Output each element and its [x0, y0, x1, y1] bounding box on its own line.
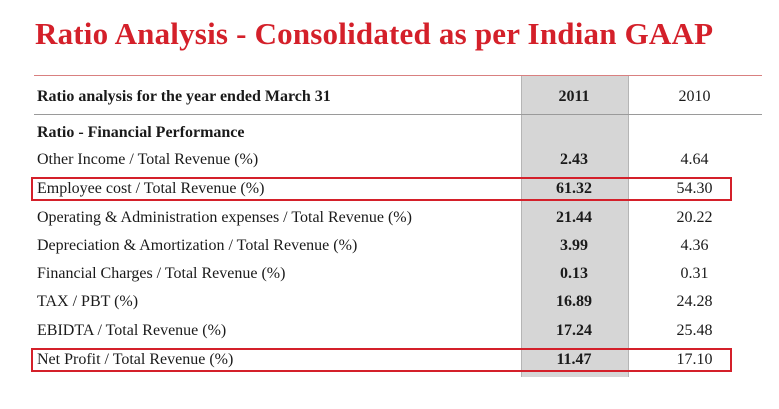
table-row: Net Profit / Total Revenue (%) 11.47 17.… — [34, 347, 762, 373]
table-header-row: Ratio analysis for the year ended March … — [34, 84, 762, 110]
value-2010: 20.22 — [676, 209, 713, 226]
value-2010: 17.10 — [676, 351, 713, 368]
ratio-label: Financial Charges / Total Revenue (%) — [37, 265, 286, 282]
table-row: Financial Charges / Total Revenue (%) 0.… — [34, 261, 762, 287]
ratio-label: Operating & Administration expenses / To… — [37, 209, 412, 226]
value-2010: 25.48 — [676, 322, 713, 339]
section-heading: Ratio - Financial Performance — [37, 124, 245, 141]
table-row: EBIDTA / Total Revenue (%) 17.24 25.48 — [34, 318, 762, 344]
value-2011: 17.24 — [556, 322, 592, 339]
table-row: TAX / PBT (%) 16.89 24.28 — [34, 289, 762, 315]
table-row: Depreciation & Amortization / Total Reve… — [34, 233, 762, 259]
year-2011-column-shade — [521, 76, 629, 377]
ratio-label: EBIDTA / Total Revenue (%) — [37, 322, 227, 339]
value-2010: 0.31 — [680, 265, 709, 282]
value-2010: 54.30 — [676, 180, 713, 197]
value-2010: 24.28 — [676, 293, 713, 310]
title-divider — [34, 75, 762, 76]
ratio-label: TAX / PBT (%) — [37, 293, 139, 310]
ratio-label: Employee cost / Total Revenue (%) — [37, 180, 265, 197]
table-row: Employee cost / Total Revenue (%) 61.32 … — [34, 176, 762, 202]
table-row: Operating & Administration expenses / To… — [34, 205, 762, 231]
employee-cost-highlight-box — [31, 177, 732, 201]
value-2011: 16.89 — [556, 293, 592, 310]
value-2010: 4.64 — [680, 151, 709, 168]
section-heading-row: Ratio - Financial Performance — [34, 120, 762, 146]
page-title: Ratio Analysis - Consolidated as per Ind… — [35, 16, 714, 51]
value-2011: 11.47 — [556, 351, 592, 368]
value-2011: 3.99 — [560, 237, 588, 254]
value-2011: 61.32 — [556, 180, 592, 197]
value-2010: 4.36 — [680, 237, 709, 254]
value-2011: 0.13 — [560, 265, 588, 282]
header-label: Ratio analysis for the year ended March … — [37, 88, 331, 105]
table-row: Other Income / Total Revenue (%) 2.43 4.… — [34, 147, 762, 173]
net-profit-highlight-box — [31, 348, 732, 372]
value-2011: 2.43 — [560, 151, 588, 168]
ratio-label: Net Profit / Total Revenue (%) — [37, 351, 234, 368]
value-2011: 21.44 — [556, 209, 592, 226]
header-2010: 2010 — [678, 88, 711, 105]
header-divider — [34, 114, 762, 115]
ratio-label: Other Income / Total Revenue (%) — [37, 151, 259, 168]
ratio-label: Depreciation & Amortization / Total Reve… — [37, 237, 358, 254]
header-2011: 2011 — [558, 88, 590, 105]
